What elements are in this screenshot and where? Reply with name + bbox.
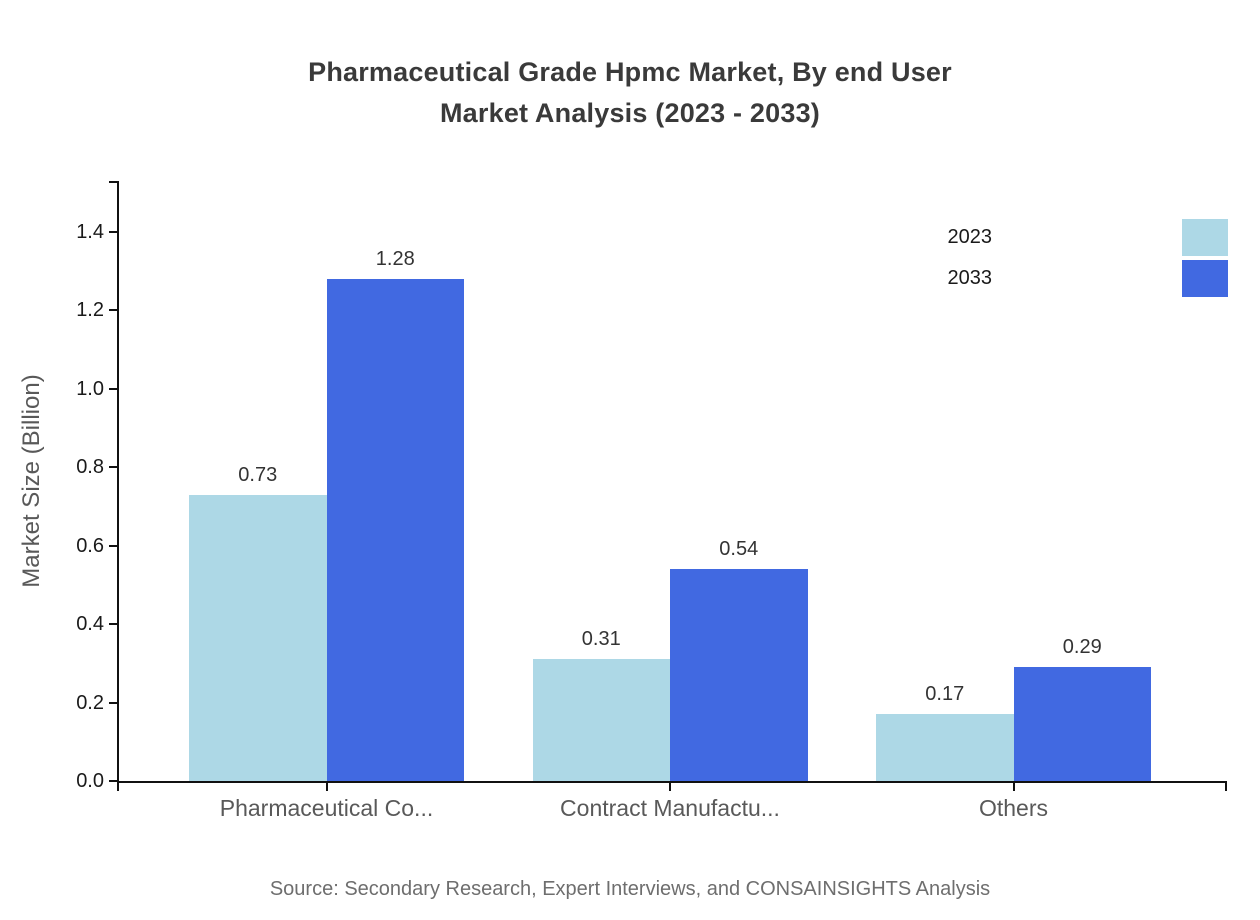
x-axis-spine bbox=[117, 781, 1227, 783]
x-tick bbox=[117, 781, 119, 791]
y-tick bbox=[109, 309, 117, 312]
bar-value-label: 0.73 bbox=[238, 463, 278, 486]
bar-2023-cat0 bbox=[189, 494, 327, 781]
bar-value-label: 0.17 bbox=[925, 683, 965, 706]
chart-title: Pharmaceutical Grade Hpmc Market, By end… bbox=[0, 52, 1260, 134]
legend-swatch-2033 bbox=[1182, 260, 1228, 297]
y-tick-label: 1.2 bbox=[76, 299, 104, 322]
x-tick bbox=[1012, 781, 1015, 791]
bar-2023-cat1 bbox=[532, 659, 670, 781]
legend-label-2033: 2033 bbox=[947, 267, 993, 289]
x-tick bbox=[669, 781, 671, 791]
x-tick bbox=[1225, 781, 1227, 791]
x-category-label: Pharmaceutical Co... bbox=[219, 795, 434, 821]
y-tick-label: 1.4 bbox=[76, 220, 104, 243]
x-category-label: Contract Manufactu... bbox=[560, 795, 780, 821]
y-tick-label: 0.4 bbox=[76, 613, 104, 636]
y-tick-label: 0.6 bbox=[76, 534, 104, 557]
y-tick bbox=[109, 230, 117, 233]
bar-2033-cat2 bbox=[1013, 667, 1151, 781]
source-attribution: Source: Secondary Research, Expert Inter… bbox=[269, 878, 991, 900]
y-tick-label: 0.2 bbox=[76, 691, 104, 714]
y-tick bbox=[109, 466, 117, 469]
y-tick-label: 0.8 bbox=[76, 456, 104, 479]
bar-value-label: 0.29 bbox=[1062, 636, 1102, 659]
y-tick-label: 0.0 bbox=[76, 770, 104, 792]
y-tick bbox=[109, 701, 117, 704]
legend-label-2023: 2023 bbox=[947, 226, 993, 248]
y-tick bbox=[109, 623, 117, 626]
y-axis-end-tick bbox=[109, 181, 117, 183]
x-tick bbox=[325, 781, 328, 791]
legend-swatch-2023 bbox=[1182, 219, 1228, 256]
bar-value-label: 0.31 bbox=[581, 628, 621, 651]
bar-2023-cat2 bbox=[876, 714, 1014, 781]
bar-value-label: 1.28 bbox=[375, 248, 415, 271]
y-tick bbox=[109, 544, 117, 547]
bar-2033-cat0 bbox=[326, 279, 464, 781]
y-tick bbox=[109, 387, 117, 390]
bar-value-label: 0.54 bbox=[719, 538, 759, 561]
y-tick bbox=[109, 780, 117, 782]
x-category-label: Others bbox=[978, 795, 1049, 821]
chart-title-line1: Pharmaceutical Grade Hpmc Market, By end… bbox=[308, 57, 952, 87]
chart-title-line2: Market Analysis (2023 - 2033) bbox=[439, 98, 820, 128]
y-axis-spine bbox=[117, 181, 119, 783]
y-tick-label: 1.0 bbox=[76, 377, 104, 400]
bar-2033-cat1 bbox=[670, 569, 808, 781]
